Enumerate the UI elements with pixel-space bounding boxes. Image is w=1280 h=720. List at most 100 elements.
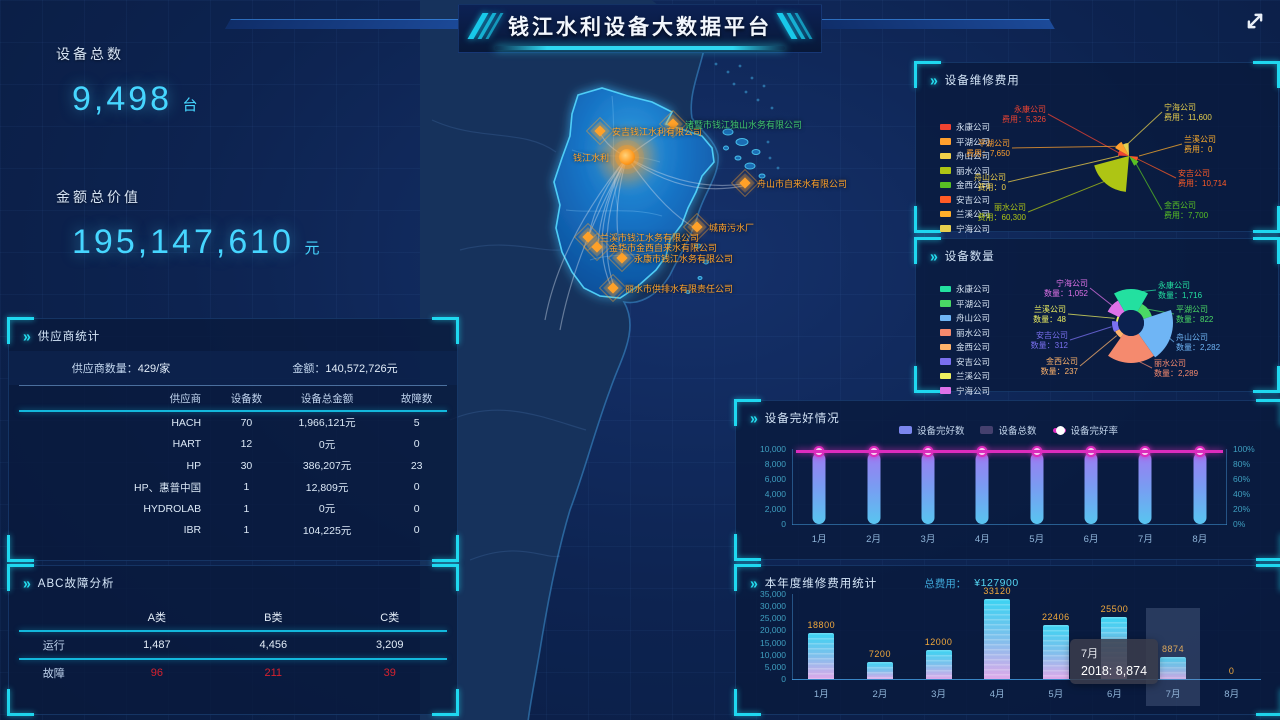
good-bar[interactable] — [812, 452, 826, 524]
legend-item[interactable]: 舟山公司 — [940, 312, 990, 324]
legend-label: 丽水公司 — [956, 327, 991, 338]
legend-item[interactable]: 宁海公司 — [940, 385, 990, 397]
legend-item[interactable]: 金西公司 — [940, 179, 990, 191]
good-bar[interactable] — [867, 452, 881, 524]
chart-column — [1173, 445, 1227, 524]
legend-label: 兰溪公司 — [956, 371, 991, 381]
yearly-total-value: ¥127900 — [974, 577, 1019, 589]
rose-slice[interactable] — [1137, 303, 1152, 319]
count-panel-title: 设备数量 — [944, 251, 995, 263]
legend-item[interactable]: 安吉公司 — [940, 194, 990, 206]
month-label: 8月 — [1224, 689, 1240, 700]
legend-item[interactable]: 设备完好率 — [1052, 423, 1118, 437]
rose-slice[interactable] — [1129, 156, 1138, 161]
panel-chevron-icon: » — [23, 327, 31, 345]
legend-label: 舟山公司 — [956, 313, 991, 323]
rose-slice[interactable] — [1108, 333, 1154, 363]
repair-rose-chart — [1007, 111, 1183, 213]
supplier-amount-value: 140,572,726元 — [325, 363, 398, 375]
rose-slice[interactable] — [1114, 289, 1148, 312]
legend-item[interactable]: 宁海公司 — [940, 223, 990, 235]
chart-callout: 金西公司 费用：7,700 — [1164, 201, 1208, 222]
legend-item[interactable]: 平湖公司 — [940, 136, 990, 148]
good-bar[interactable] — [1193, 452, 1207, 524]
good-bar[interactable] — [1138, 452, 1152, 524]
panel-chevron-icon: » — [23, 574, 31, 592]
banner-slash-left-icon — [467, 13, 504, 39]
y-tick-label: 4,000 — [764, 489, 786, 499]
rose-hole — [1118, 310, 1144, 336]
good-bar[interactable] — [921, 452, 935, 524]
cost-bar[interactable] — [1042, 624, 1069, 679]
good-bar[interactable] — [975, 452, 989, 524]
rose-slice[interactable] — [1094, 156, 1129, 192]
legend-item[interactable]: 兰溪公司 — [940, 370, 990, 382]
rose-slice[interactable] — [1138, 310, 1173, 358]
table-row: IBR 1 104,225元 0 — [9, 520, 457, 542]
legend-item[interactable]: 设备总数 — [980, 423, 1037, 437]
legend-item[interactable]: 永康公司 — [940, 121, 990, 133]
map-marker-diamond[interactable] — [739, 177, 751, 189]
supplier-summary: 供应商数量：429/家 金额：140,572,726元 — [9, 351, 457, 385]
repair-panel-title: 设备维修费用 — [944, 75, 1020, 87]
chart-callout: 平湖公司 费用：7,650 — [966, 139, 1010, 160]
legend-item[interactable]: 舟山公司 — [940, 150, 990, 162]
tooltip-title: 7月 — [1081, 648, 1099, 660]
good-bar[interactable] — [1030, 452, 1044, 524]
callout-line — [1069, 326, 1112, 341]
rose-slice[interactable] — [1118, 150, 1129, 157]
legend-label: 兰溪公司 — [956, 209, 991, 219]
legend-item[interactable]: 安吉公司 — [940, 356, 990, 368]
map-marker-label: 金华市金西自来水有限公司 — [609, 243, 718, 253]
legend-label: 安吉公司 — [956, 194, 991, 205]
table-cell: HP、惠普中国 — [133, 481, 202, 494]
yearly-plot: 18800 7200 12000 33120 22406 25500 8874 0 — [792, 586, 1261, 706]
table-cell: 3,209 — [376, 639, 404, 651]
chart-callout: 宁海公司 数量：1,052 — [1044, 279, 1088, 300]
callout-value: 数量：312 — [1030, 341, 1068, 351]
table-cell: 70 — [240, 416, 253, 429]
cost-bar[interactable] — [925, 649, 952, 679]
y-tick-label: 10,000 — [760, 444, 786, 454]
cost-bar[interactable] — [808, 633, 835, 679]
condition-x-axis: 1月 2月 3月 4月 5月 6月 7月 8月 — [792, 531, 1227, 545]
rose-slice[interactable] — [1112, 321, 1120, 332]
bar-stripes — [1160, 657, 1187, 679]
table-cell: 0 — [413, 524, 420, 537]
rose-slice[interactable] — [1107, 300, 1125, 318]
coastline — [527, 44, 719, 720]
legend-item[interactable]: 永康公司 — [940, 283, 990, 295]
chart-column: 7200 — [851, 594, 910, 679]
cost-bar[interactable] — [984, 598, 1011, 679]
map-marker-diamond[interactable] — [607, 282, 619, 294]
cost-bar[interactable] — [1160, 657, 1187, 679]
legend-label: 舟山公司 — [956, 151, 991, 161]
bar-value-label: 33120 — [983, 585, 1011, 596]
legend-item[interactable]: 设备完好数 — [898, 423, 964, 437]
table-cell: 104,225元 — [302, 524, 352, 537]
chart-callout: 舟山公司 数量：2,282 — [1176, 333, 1220, 354]
hub-marker[interactable] — [619, 149, 635, 165]
legend-swatch — [940, 181, 951, 189]
map-marker-diamond[interactable] — [594, 125, 606, 137]
rose-slice[interactable] — [1115, 329, 1124, 338]
rose-slice[interactable] — [1116, 316, 1120, 322]
fullscreen-icon[interactable] — [1244, 10, 1266, 32]
map-marker-label: 城南污水厂 — [709, 223, 755, 233]
legend-item[interactable]: 金西公司 — [940, 341, 990, 353]
callout-value: 费用：60,300 — [977, 213, 1026, 223]
y-tick-label: 10,000 — [760, 649, 786, 660]
legend-label: 宁海公司 — [956, 385, 991, 396]
rose-slice[interactable] — [1122, 143, 1129, 156]
cost-bar[interactable] — [866, 661, 893, 679]
column-header: B类 — [264, 612, 283, 624]
rose-slice[interactable] — [1115, 141, 1129, 156]
header-deco-right — [809, 19, 1055, 29]
good-bar[interactable] — [1084, 452, 1098, 524]
legend-item[interactable]: 丽水公司 — [940, 165, 990, 177]
legend-item[interactable]: 丽水公司 — [940, 327, 990, 339]
legend-item[interactable]: 平湖公司 — [940, 298, 990, 310]
legend-item[interactable]: 兰溪公司 — [940, 208, 990, 220]
month-label: 5月 — [1029, 534, 1045, 545]
map-marker-diamond[interactable] — [616, 252, 628, 264]
